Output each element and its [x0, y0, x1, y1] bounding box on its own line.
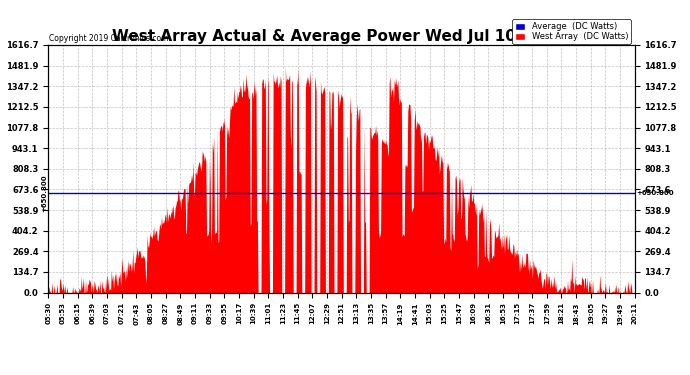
Text: +650.800: +650.800	[41, 174, 48, 211]
Text: +650.800: +650.800	[636, 190, 673, 196]
Text: Copyright 2019 Cartronics.com: Copyright 2019 Cartronics.com	[49, 33, 168, 42]
Legend: Average  (DC Watts), West Array  (DC Watts): Average (DC Watts), West Array (DC Watts…	[513, 20, 631, 44]
Title: West Array Actual & Average Power Wed Jul 10 20:28: West Array Actual & Average Power Wed Ju…	[112, 29, 571, 44]
